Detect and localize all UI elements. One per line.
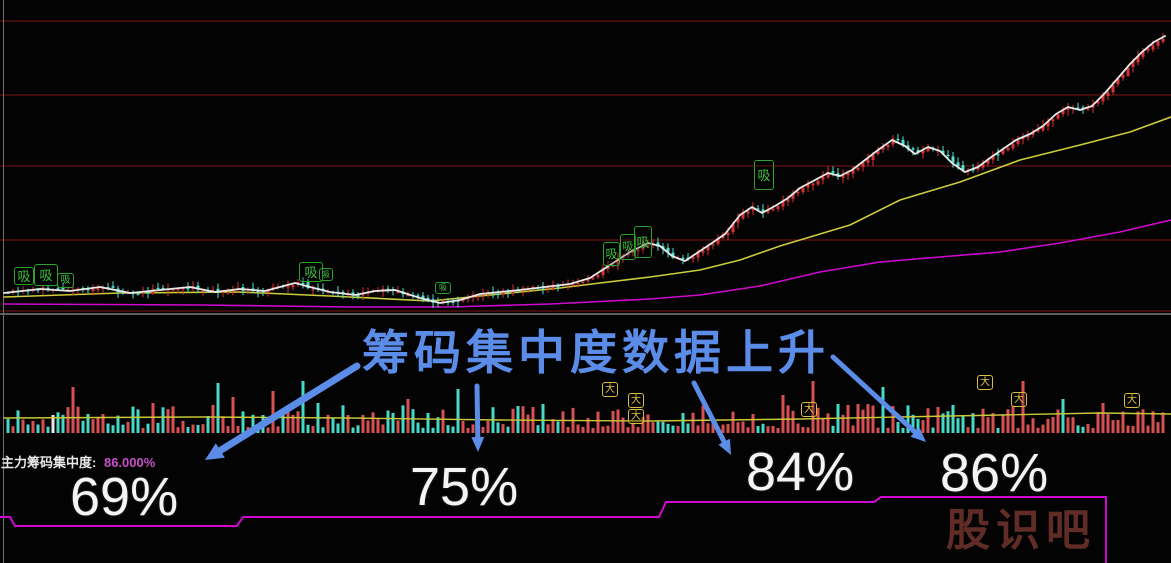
concentration-percent-label: 86% [940,443,1049,503]
accumulation-marker: 吸 [34,264,58,286]
indicator-legend: 主力筹码集中度: 86.000% [1,452,155,471]
watermark: 股识吧 [946,506,1096,555]
accumulation-marker: 吸 [57,273,74,288]
indicator-name-label: 主力筹码集中度: [1,455,97,470]
annotation-text: 筹码集中度数据上升 [362,326,830,379]
concentration-percent-label: 69% [70,467,179,527]
accumulation-marker: 吸 [14,267,34,285]
big-volume-marker: 大 [977,375,993,390]
indicator-value: 86.000% [103,455,156,470]
big-volume-marker: 大 [602,382,618,397]
concentration-percent-label: 84% [746,442,855,502]
accumulation-marker: 吸 [319,268,333,281]
accumulation-marker: 吸 [299,262,323,282]
accumulation-marker: 吸 [634,226,652,258]
accumulation-marker: 吸 [603,242,620,266]
accumulation-marker: 吸 [620,234,636,260]
accumulation-marker: 吸 [435,282,451,294]
big-volume-marker: 大 [628,393,644,408]
big-volume-marker: 大 [801,402,817,417]
accumulation-marker: 吸 [754,160,774,190]
big-volume-marker: 大 [1011,392,1027,407]
big-volume-marker: 大 [628,409,644,424]
concentration-percent-label: 75% [410,457,519,517]
big-volume-marker: 大 [1124,393,1140,408]
